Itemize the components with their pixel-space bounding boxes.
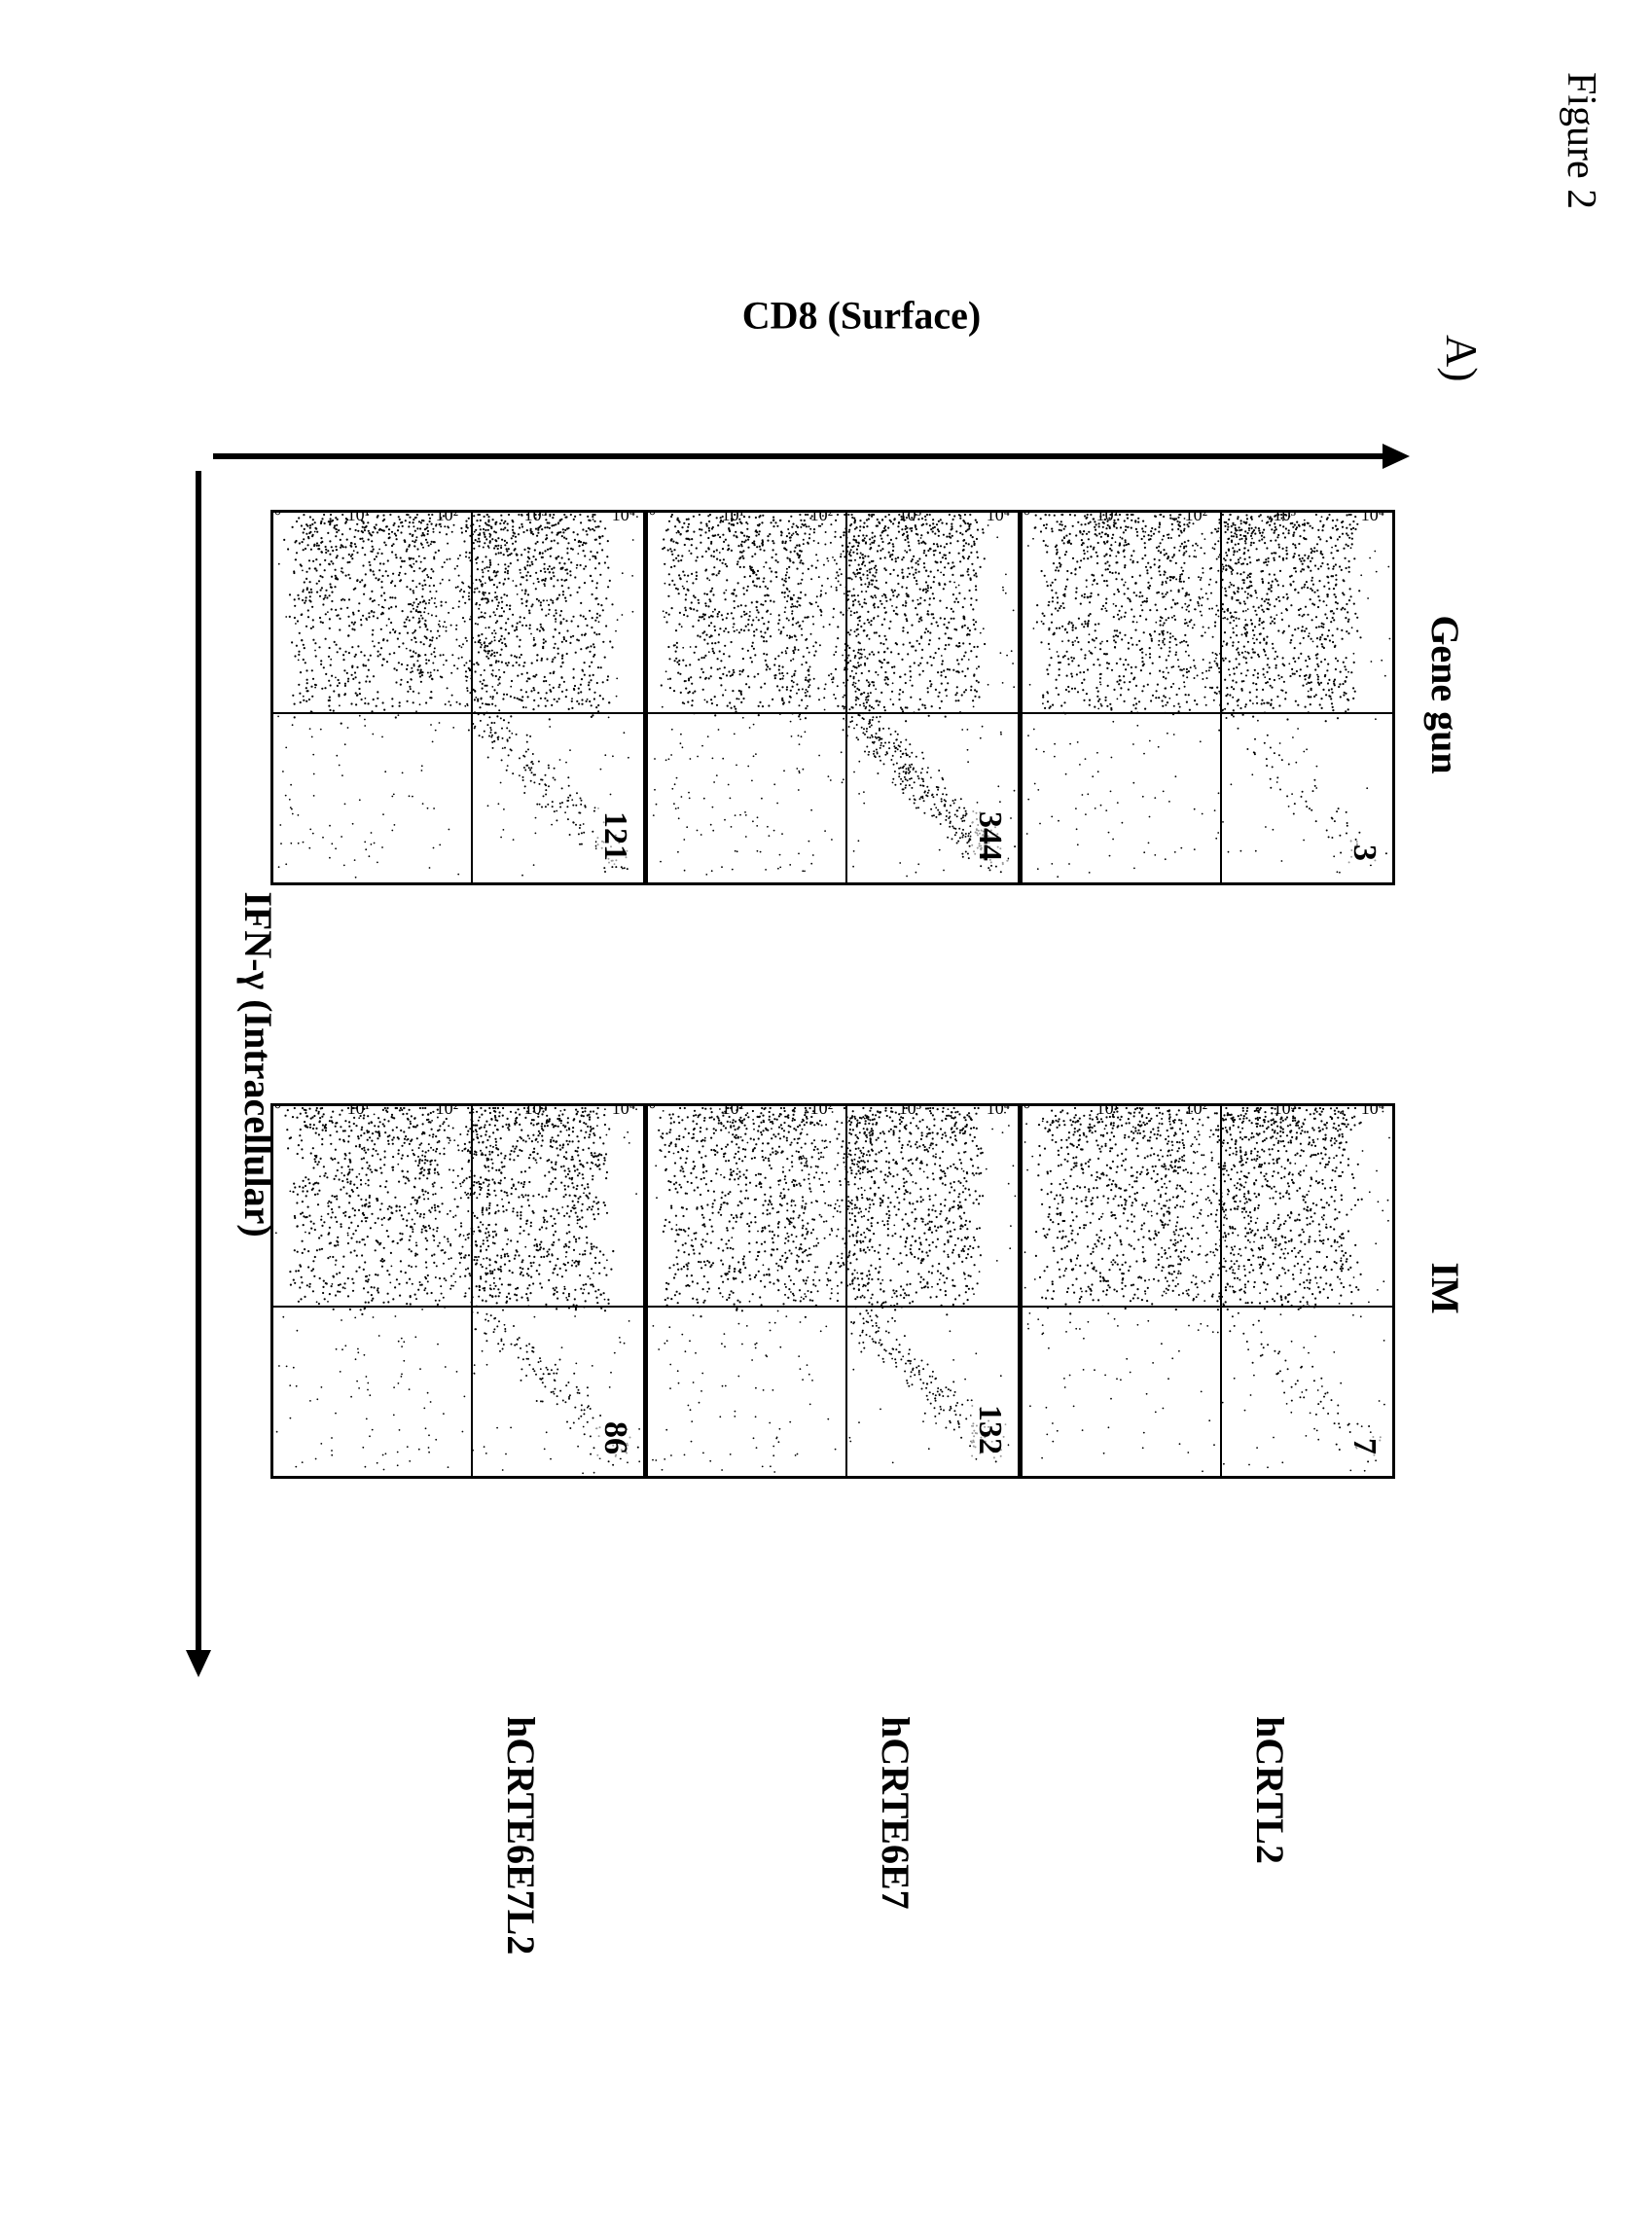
y-tick-label: 10³ bbox=[1257, 1103, 1296, 1119]
quadrant-line-horizontal bbox=[1220, 513, 1222, 882]
gate-count: 7 bbox=[1346, 1434, 1383, 1458]
gate-count: 3 bbox=[1346, 841, 1383, 865]
quadrant-line-vertical bbox=[273, 1306, 643, 1308]
y-tick-label: 10² bbox=[794, 1103, 833, 1119]
quadrant-line-horizontal bbox=[845, 1106, 847, 1476]
y-tick-label: 10⁰ bbox=[645, 510, 656, 525]
quadrant-line-horizontal bbox=[471, 513, 473, 882]
quadrant-line-vertical bbox=[273, 712, 643, 714]
quadrant-line-vertical bbox=[1023, 712, 1392, 714]
facs-plot: 34410⁰10¹10²10³10⁴10⁰10¹10²10³10⁴ bbox=[645, 510, 1021, 885]
scatter-dots bbox=[1023, 513, 1392, 882]
y-tick-label: 10¹ bbox=[331, 510, 370, 525]
scatter-dots bbox=[648, 1106, 1018, 1476]
y-tick-label: 10¹ bbox=[705, 510, 744, 525]
y-axis-label: CD8 (Surface) bbox=[667, 292, 1057, 338]
facs-plot: 8610⁰10¹10²10³10⁴10⁰10¹10²10³10⁴ bbox=[270, 1103, 646, 1479]
x-axis-arrow bbox=[184, 471, 213, 1677]
x-axis-label: IFN-γ (Intracellular) bbox=[235, 724, 281, 1405]
quadrant-line-vertical bbox=[648, 1306, 1018, 1308]
row-label-hcrte6e7: hCRTE6E7 bbox=[873, 1716, 918, 2008]
quadrant-line-vertical bbox=[648, 712, 1018, 714]
gate-count: 121 bbox=[596, 807, 633, 865]
y-tick-label: 10² bbox=[1168, 1103, 1207, 1119]
y-tick-label: 10² bbox=[1168, 510, 1207, 525]
y-tick-label: 10⁴ bbox=[596, 1103, 635, 1119]
scatter-dots bbox=[1023, 1106, 1392, 1476]
row-label-hcrtl2: hCRTL2 bbox=[1247, 1716, 1293, 2008]
y-tick-label: 10² bbox=[419, 510, 458, 525]
y-tick-label: 10⁰ bbox=[1020, 1103, 1030, 1119]
y-tick-label: 10⁴ bbox=[971, 510, 1010, 525]
y-tick-label: 10³ bbox=[508, 510, 547, 525]
panel-letter: A) bbox=[1436, 335, 1488, 382]
gate-count: 86 bbox=[596, 1418, 633, 1458]
scatter-dots bbox=[648, 513, 1018, 882]
y-tick-label: 10³ bbox=[882, 1103, 921, 1119]
y-tick-label: 10⁴ bbox=[971, 1103, 1010, 1119]
y-tick-label: 10³ bbox=[1257, 510, 1296, 525]
gate-count: 344 bbox=[971, 807, 1008, 865]
col-header-gene-gun: Gene gun bbox=[1422, 510, 1468, 879]
y-tick-label: 10⁴ bbox=[1346, 1103, 1384, 1119]
y-tick-label: 10⁰ bbox=[645, 1103, 656, 1119]
y-tick-label: 10¹ bbox=[1080, 510, 1119, 525]
facs-plot: 310⁰10¹10²10³10⁴10⁰10¹10²10³10⁴ bbox=[1020, 510, 1395, 885]
y-tick-label: 10¹ bbox=[1080, 1103, 1119, 1119]
quadrant-line-vertical bbox=[1023, 1306, 1392, 1308]
quadrant-line-horizontal bbox=[845, 513, 847, 882]
facs-plot: 710⁰10¹10²10³10⁴10⁰10¹10²10³10⁴ bbox=[1020, 1103, 1395, 1479]
col-header-im: IM bbox=[1422, 1103, 1468, 1473]
y-axis-arrow bbox=[213, 442, 1410, 471]
facs-plot: 13210⁰10¹10²10³10⁴10⁰10¹10²10³10⁴ bbox=[645, 1103, 1021, 1479]
figure-label: Figure 2 bbox=[1558, 72, 1604, 209]
gate-count: 132 bbox=[971, 1401, 1008, 1458]
scatter-dots bbox=[273, 513, 643, 882]
facs-plot: 12110⁰10¹10²10³10⁴10⁰10¹10²10³10⁴ bbox=[270, 510, 646, 885]
y-tick-label: 10⁴ bbox=[596, 510, 635, 525]
y-tick-label: 10¹ bbox=[705, 1103, 744, 1119]
scatter-dots bbox=[273, 1106, 643, 1476]
y-tick-label: 10¹ bbox=[331, 1103, 370, 1119]
y-tick-label: 10⁰ bbox=[1020, 510, 1030, 525]
y-tick-label: 10² bbox=[794, 510, 833, 525]
row-label-hcrte6e7l2: hCRTE6E7L2 bbox=[498, 1716, 544, 2008]
quadrant-line-horizontal bbox=[471, 1106, 473, 1476]
y-tick-label: 10³ bbox=[508, 1103, 547, 1119]
y-tick-label: 10⁰ bbox=[270, 510, 281, 525]
y-tick-label: 10² bbox=[419, 1103, 458, 1119]
quadrant-line-horizontal bbox=[1220, 1106, 1222, 1476]
y-tick-label: 10³ bbox=[882, 510, 921, 525]
y-tick-label: 10⁴ bbox=[1346, 510, 1384, 525]
